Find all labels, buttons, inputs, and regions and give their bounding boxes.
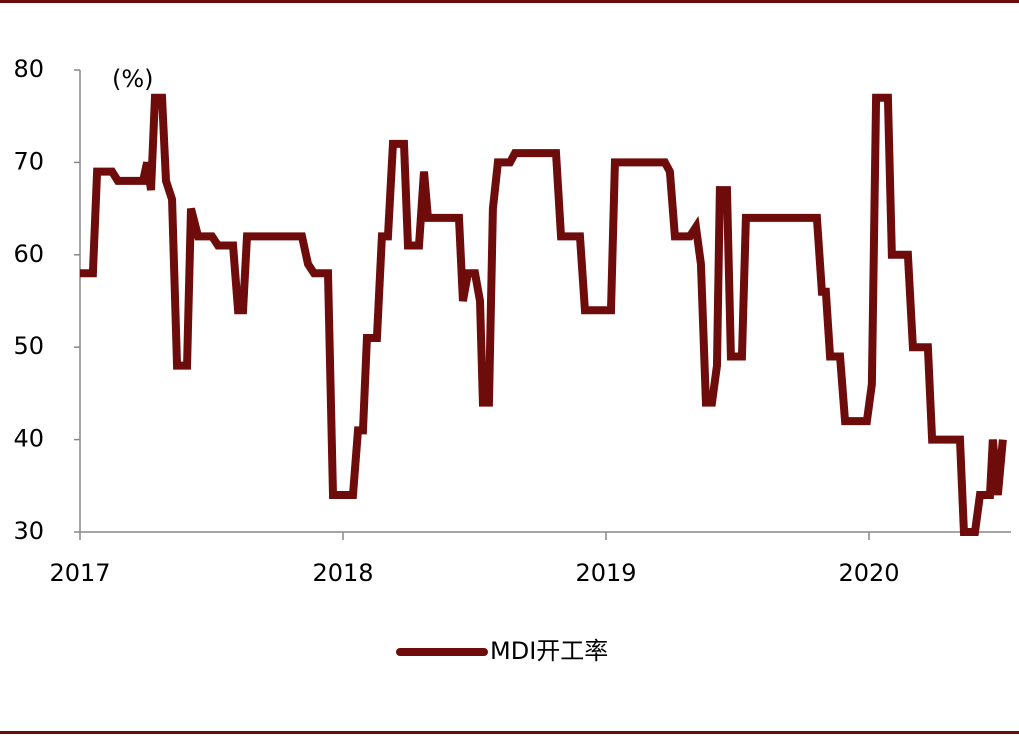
y-tick-label: 60 — [13, 240, 44, 268]
data-line — [80, 93, 1007, 536]
top-border — [0, 0, 1019, 3]
x-tick-label: 2018 — [312, 559, 373, 587]
y-tick-label: 50 — [13, 332, 44, 360]
bottom-border — [0, 731, 1019, 734]
y-tick-label: 80 — [13, 55, 44, 83]
x-tick-label: 2017 — [49, 559, 110, 587]
y-tick-label: 70 — [13, 147, 44, 175]
legend-label: MDI开工率 — [490, 637, 608, 665]
unit-annotation: (%) — [112, 65, 154, 93]
y-tick-label: 30 — [13, 517, 44, 545]
x-tick-label: 2020 — [838, 559, 899, 587]
x-tick-label: 2019 — [575, 559, 636, 587]
y-tick-label: 40 — [13, 425, 44, 453]
